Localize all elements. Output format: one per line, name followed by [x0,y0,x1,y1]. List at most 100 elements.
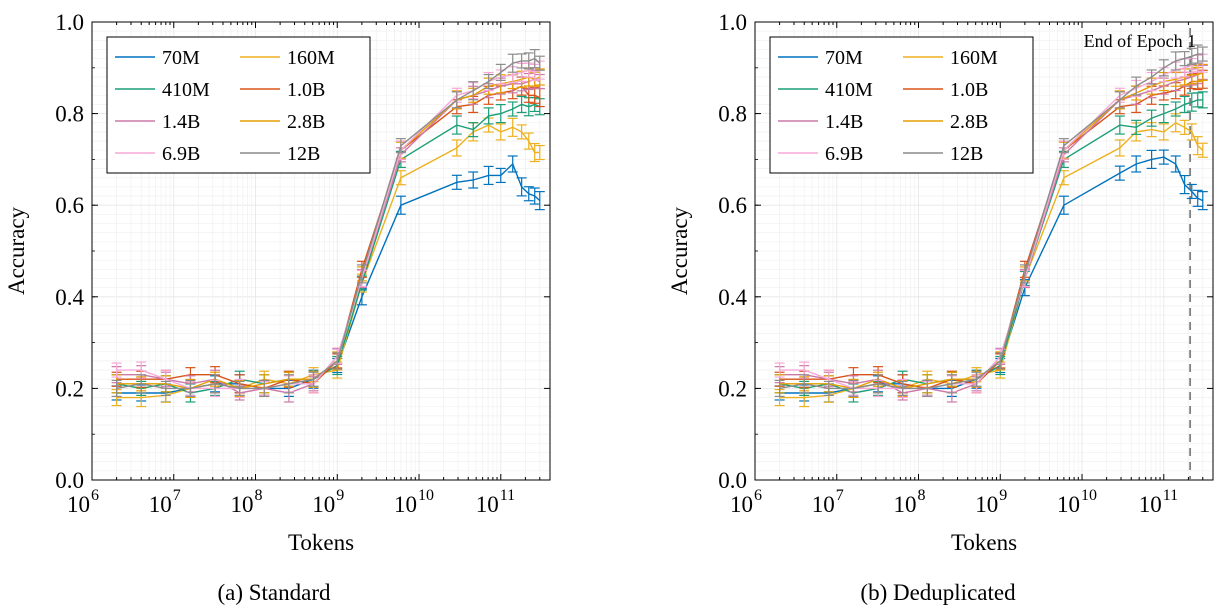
error-bar [259,379,270,397]
error-bar [468,81,479,101]
legend-item: 1.4B [115,111,200,133]
legend-label: 70M [825,47,863,69]
error-bar [507,101,518,117]
x-tick-base: 10 [231,492,254,517]
y-tick-label: 1.0 [55,10,84,35]
error-bar [1197,91,1208,109]
panel-caption: (b) Deduplicated [860,580,1016,605]
epoch-end-label: End of Epoch 1 [1084,31,1196,51]
x-tick-label: 10 7 [149,487,181,517]
x-tick-exponent: 11 [500,487,515,504]
error-bar [1114,165,1125,181]
error-bar [185,379,196,397]
error-bar [111,379,122,397]
error-bar [1131,76,1142,96]
error-bar [395,195,406,215]
x-tick-label: 10 7 [812,487,844,517]
x-tick-base: 10 [1057,492,1080,517]
y-tick-label: 1.0 [718,10,747,35]
series-12B [111,49,545,397]
y-tick-label: 0.2 [55,376,84,401]
y-tick-label: 0.2 [718,376,747,401]
error-bar [1114,139,1125,157]
error-bar [495,63,506,81]
x-tick-base: 10 [812,492,835,517]
error-bar [516,95,527,114]
error-bar [823,380,834,396]
y-tick-label: 0.4 [55,285,84,310]
x-tick-exponent: 8 [255,487,263,504]
error-bar [356,264,367,284]
y-axis: 0.0 0.2 0.4 0.6 0.8 1.0 [718,10,1213,493]
error-bar [922,379,933,397]
legend-item: 410M [778,79,873,101]
legend-item: 12B [903,143,983,165]
error-bar [1179,174,1190,195]
error-bar [1114,115,1125,135]
y-tick-label: 0.8 [55,102,84,127]
error-bar [529,49,540,69]
legend-label: 2.8B [950,111,988,133]
error-bar [1158,59,1169,77]
y-tick-label: 0.0 [718,468,747,493]
y-tick-label: 0.0 [55,468,84,493]
legend-item: 2.8B [240,111,325,133]
x-tick-exponent: 9 [336,487,344,504]
panel-caption: (a) Standard [217,580,331,605]
legend-box [769,36,1034,174]
error-bar [1179,51,1190,67]
legend-label: 160M [950,47,998,69]
error-bar [468,171,479,189]
error-bar [529,142,540,163]
x-tick-base: 10 [476,492,499,517]
x-tick-base: 10 [312,492,335,517]
x-tick-label: 10 6 [67,487,99,517]
error-bar [483,73,494,90]
y-axis-label: Accuracy [667,206,692,295]
error-bar [523,52,534,70]
legend-item: 6.9B [778,143,863,165]
error-bar [1186,123,1197,141]
error-bar [234,380,245,396]
legend-item: 1.0B [903,79,988,101]
x-tick-base: 10 [975,492,998,517]
legend-label: 70M [162,47,200,69]
legend-item: 1.4B [778,111,863,133]
error-bar [1170,51,1181,71]
chart-panel-2: 0.00.20.40.60.81.010 6 10 7 10 8 10 9 10 10 10 11To… [667,10,1214,605]
legend-label: 1.0B [950,79,988,101]
legend-label: 410M [162,79,210,101]
error-bar [111,362,122,378]
error-bar [495,103,506,124]
x-axis: 10 6 10 7 10 8 10 9 10 10 10 11 [67,22,551,517]
legend-box [106,36,371,174]
error-bar [1146,69,1157,85]
error-bar [1158,103,1169,124]
error-bar [210,374,221,394]
series-group [111,49,545,408]
error-bar [395,138,406,154]
legend-label: 1.4B [825,111,863,133]
error-bar [1131,119,1142,135]
error-bar [1114,91,1125,109]
x-tick-label: 10 8 [231,487,263,517]
error-bar [1197,191,1208,211]
error-bar [1197,46,1208,62]
error-bar [1146,109,1157,127]
error-bar [507,53,518,73]
y-axis: 0.0 0.2 0.4 0.6 0.8 1.0 [55,10,550,493]
y-tick-label: 0.6 [55,193,84,218]
x-tick-label: 10 11 [476,487,515,517]
y-tick-label: 0.4 [718,285,747,310]
error-bar [1186,183,1197,200]
x-tick-label: 10 9 [312,487,344,517]
error-bar [1170,155,1181,173]
error-bar [451,91,462,109]
legend-label: 160M [287,47,335,69]
legend-label: 1.0B [287,79,325,101]
error-bar [995,352,1006,370]
x-tick-base: 10 [894,492,917,517]
error-bar [308,371,319,387]
error-bar [507,155,518,173]
error-bar [529,187,540,205]
